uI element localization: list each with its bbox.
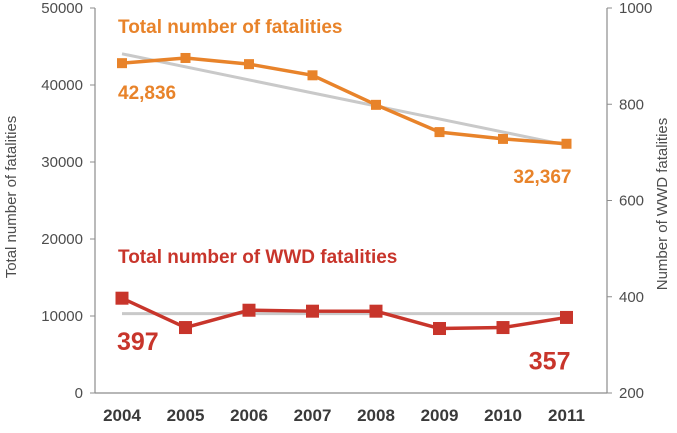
left-tick-label: 10000 — [41, 308, 83, 325]
x-tick-label: 2009 — [421, 406, 459, 425]
total-fatalities-marker — [498, 133, 508, 144]
total-fatalities-marker — [561, 138, 572, 149]
data-label: 32,367 — [513, 167, 571, 188]
data-label: 397 — [117, 328, 159, 356]
total-fatalities-marker — [434, 127, 445, 138]
wwd-fatalities-marker — [433, 322, 446, 336]
total-fatalities-marker — [180, 52, 191, 63]
wwd-fatalities-marker — [115, 291, 129, 305]
x-axis-ticks: 2004 2005 2006 2007 2008 2009 2010 2011 — [103, 406, 585, 425]
wwd-fatalities-marker — [560, 310, 573, 324]
right-tick-label: 1000 — [619, 0, 652, 17]
total-fatalities-marker — [117, 58, 127, 69]
x-tick-label: 2005 — [167, 406, 205, 425]
series-layer — [115, 52, 573, 336]
data-labels: 42,836 32,367 397 357 — [117, 83, 572, 375]
trend-lines — [121, 52, 567, 316]
axes — [94, 8, 608, 394]
x-tick-label: 2007 — [294, 406, 332, 425]
data-label: 357 — [529, 347, 571, 375]
wwd-fatalities-marker — [179, 321, 192, 335]
left-tick-label: 0 — [75, 385, 83, 402]
wwd-fatalities-marker — [496, 321, 510, 335]
total-fatalities-marker — [307, 70, 318, 81]
right-axis-ticks: 200 400 600 800 1000 — [607, 0, 652, 402]
total-fatalities-marker — [244, 59, 254, 70]
wwd-fatalities-marker — [306, 304, 319, 318]
wwd-fatalities-series-title: Total number of WWD fatalities — [118, 247, 397, 268]
x-tick-label: 2006 — [230, 406, 268, 425]
x-tick-label: 2011 — [548, 406, 585, 425]
left-tick-label: 40000 — [41, 77, 83, 94]
x-tick-label: 2010 — [484, 406, 522, 425]
right-tick-label: 800 — [619, 96, 644, 113]
left-tick-label: 20000 — [41, 231, 83, 248]
x-tick-label: 2004 — [103, 406, 141, 425]
right-tick-label: 400 — [619, 289, 644, 306]
left-axis-title: Total number of fatalities — [3, 116, 20, 279]
data-label: 42,836 — [118, 83, 176, 104]
wwd-fatalities-line — [121, 296, 567, 331]
right-tick-label: 600 — [619, 193, 644, 210]
x-tick-label: 2008 — [357, 406, 395, 425]
wwd-fatalities-marker — [369, 304, 383, 318]
left-tick-label: 50000 — [41, 0, 83, 17]
total-fatalities-line — [121, 56, 567, 146]
wwd-fatalities-marker — [242, 303, 256, 317]
left-axis-ticks: 0 10000 20000 30000 40000 50000 — [41, 0, 95, 402]
total-fatalities-trend-line — [121, 52, 567, 147]
total-fatalities-marker — [371, 99, 381, 110]
total-fatalities-series-title: Total number of fatalities — [118, 17, 343, 38]
right-axis-title: Number of WWD fatalities — [654, 118, 671, 291]
right-tick-label: 200 — [619, 385, 644, 402]
left-tick-label: 30000 — [41, 154, 83, 171]
